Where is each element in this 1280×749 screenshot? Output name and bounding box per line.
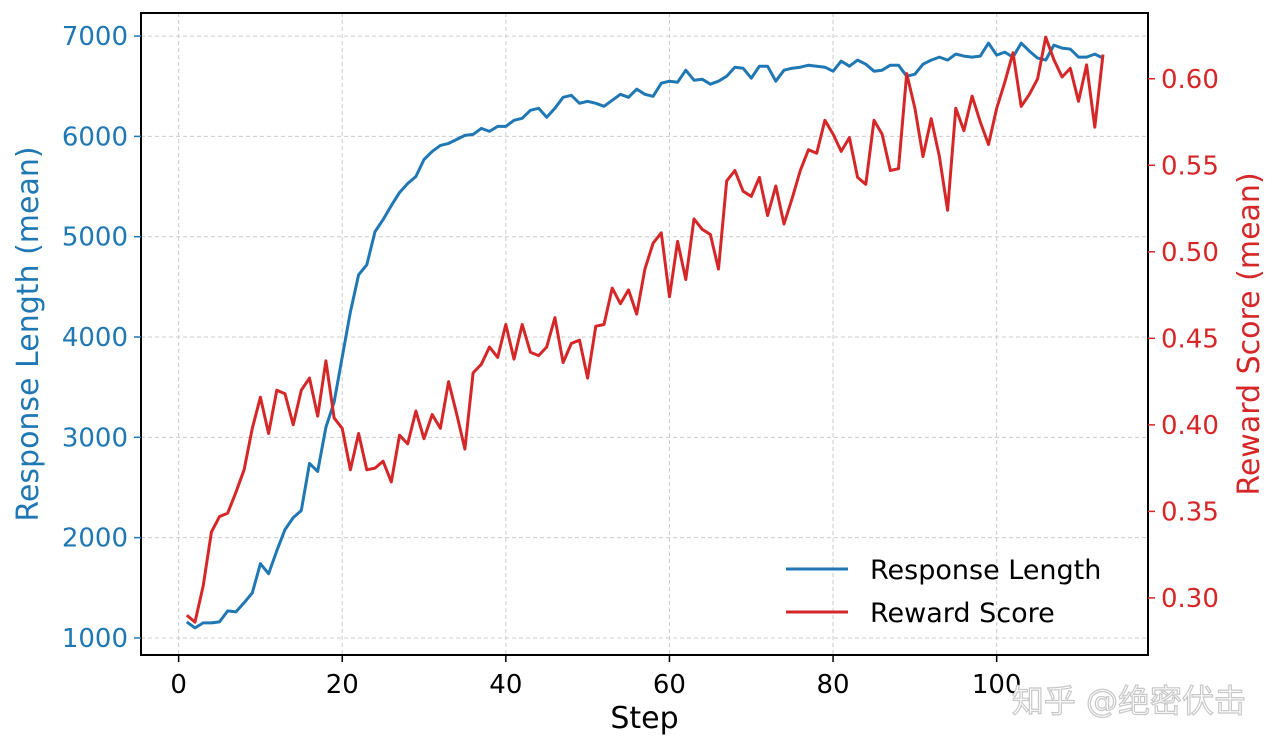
grid-lines	[141, 13, 1148, 655]
legend: Response Length Reward Score	[786, 555, 1101, 629]
y-left-tick-label: 7000	[62, 22, 128, 52]
x-tick-label: 80	[817, 670, 850, 700]
y-axis-right-title: Reward Score (mean)	[1232, 172, 1267, 495]
y-axis-left-title: Response Length (mean)	[11, 146, 46, 521]
y-right-tick-label: 0.30	[1161, 584, 1219, 614]
watermark-text: 知乎 @绝密伏击	[1012, 682, 1246, 720]
x-axis-title: Step	[610, 701, 678, 736]
y-right-tick-label: 0.55	[1161, 151, 1219, 181]
x-tick-label: 0	[170, 670, 187, 700]
y-axis-left-ticks: 1000 2000 3000 4000 5000 6000 7000	[62, 22, 141, 654]
y-right-tick-label: 0.35	[1161, 497, 1219, 527]
y-left-tick-label: 1000	[62, 624, 128, 654]
y-right-tick-label: 0.40	[1161, 411, 1219, 441]
x-tick-label: 20	[326, 670, 359, 700]
x-tick-label: 40	[489, 670, 522, 700]
series-layer	[185, 35, 1105, 630]
x-axis-ticks: 0 20 40 60 80 100	[170, 655, 1021, 700]
y-right-tick-label: 0.45	[1161, 324, 1219, 354]
series-line-reward-score	[185, 35, 1105, 624]
series-line-response-length	[185, 41, 1104, 630]
y-right-tick-label: 0.50	[1161, 238, 1219, 268]
plot-frame	[140, 12, 1149, 656]
y-left-tick-label: 6000	[62, 122, 128, 152]
y-left-tick-label: 5000	[62, 223, 128, 253]
y-left-tick-label: 4000	[62, 323, 128, 353]
y-right-tick-label: 0.60	[1161, 65, 1219, 95]
x-tick-label: 100	[972, 670, 1022, 700]
legend-label-response-length: Response Length	[870, 555, 1101, 586]
y-axis-right-ticks: 0.30 0.35 0.40 0.45 0.50 0.55 0.60	[1148, 65, 1219, 614]
x-tick-label: 60	[653, 670, 686, 700]
y-left-tick-label: 3000	[62, 423, 128, 453]
y-left-tick-label: 2000	[62, 524, 128, 554]
legend-label-reward-score: Reward Score	[870, 598, 1055, 629]
